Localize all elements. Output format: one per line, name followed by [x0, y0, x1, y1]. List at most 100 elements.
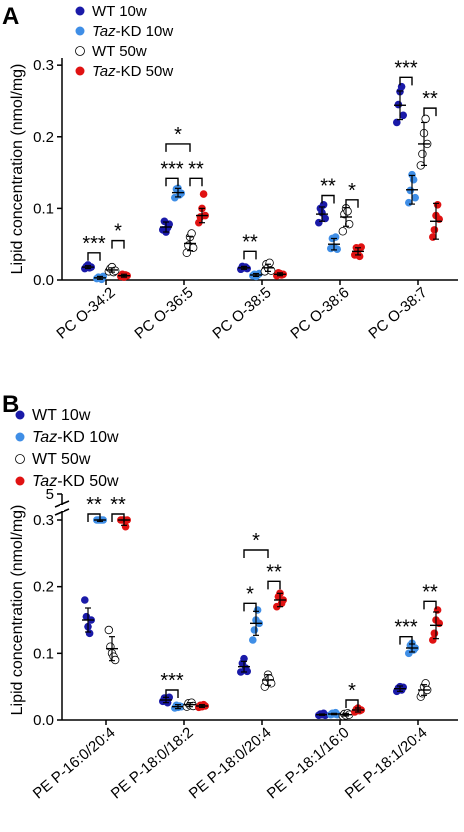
axis-break-mark	[54, 508, 70, 516]
legend-label: WT 10w	[92, 3, 147, 20]
data-point	[393, 118, 401, 127]
legend-label: Taz-KD 10w	[92, 23, 173, 40]
significance-bracket	[345, 199, 359, 208]
legend-label-main: WT 10w	[92, 3, 147, 20]
significance-label: *	[114, 221, 122, 243]
significance-bracket	[243, 250, 257, 260]
data-point	[199, 190, 208, 198]
data-point	[357, 243, 366, 251]
legend-label: WT 50w	[32, 451, 91, 468]
y-axis-label: Lipid concentration (nmol/mg)	[9, 64, 26, 275]
legend-label: Taz-KD 50w	[92, 63, 173, 80]
x-tick-label: PC O-38:6	[287, 284, 352, 343]
significance-bracket	[423, 600, 437, 610]
data-point	[165, 693, 173, 702]
significance-bracket	[189, 177, 203, 187]
data-point	[243, 667, 251, 676]
data-point	[397, 82, 406, 91]
data-point	[409, 175, 418, 184]
significance-label: **	[188, 158, 204, 180]
data-point	[421, 114, 430, 124]
data-point	[406, 186, 415, 195]
significance-label: **	[320, 175, 336, 197]
legend-marker	[15, 476, 25, 486]
legend-marker	[15, 432, 25, 442]
data-point	[240, 654, 248, 663]
significance-label: **	[86, 494, 102, 516]
significance-label: ***	[82, 233, 106, 255]
x-tick-label: PC O-34:2	[53, 284, 118, 343]
y-tick-label: 0.1	[33, 200, 54, 217]
data-point	[177, 189, 185, 198]
legend-label: WT 10w	[32, 407, 91, 424]
significance-bracket	[345, 699, 359, 708]
legend-label: Taz-KD 10w	[32, 429, 119, 446]
data-point	[355, 252, 364, 261]
significance-bracket	[165, 143, 191, 152]
significance-label: **	[242, 231, 258, 253]
legend-label-main: WT 10w	[32, 407, 91, 424]
legend-marker	[75, 6, 85, 16]
data-point	[333, 245, 342, 254]
significance-label: ***	[160, 158, 184, 180]
data-point	[110, 655, 120, 665]
x-tick-label: PE P-18:1/20:4	[342, 724, 431, 802]
data-point	[121, 522, 130, 531]
legend-label-italic: Taz	[92, 23, 116, 40]
significance-label: **	[422, 581, 438, 603]
data-point	[394, 100, 403, 109]
data-point	[321, 214, 330, 223]
legend-label-main: WT 50w	[92, 43, 147, 60]
significance-label: ***	[394, 617, 418, 639]
y-tick-label: 0.3	[33, 512, 54, 529]
significance-label: **	[422, 88, 438, 110]
significance-label: ***	[394, 57, 418, 79]
data-point	[433, 606, 442, 614]
data-point	[411, 193, 420, 202]
significance-label: *	[252, 530, 260, 552]
x-tick-label: PC O-36:5	[131, 284, 196, 343]
significance-bracket	[111, 239, 125, 249]
significance-bracket	[87, 513, 101, 522]
significance-bracket	[243, 549, 269, 558]
data-point	[85, 629, 94, 638]
significance-bracket	[399, 76, 413, 86]
data-point	[331, 233, 340, 241]
legend-marker	[15, 410, 25, 420]
data-point	[265, 258, 274, 268]
significance-bracket	[399, 635, 413, 645]
data-point	[418, 149, 427, 159]
significance-bracket	[243, 602, 257, 612]
data-point	[343, 207, 352, 216]
significance-bracket	[321, 194, 335, 204]
y-tick-label: 0.2	[33, 579, 54, 596]
significance-label: *	[174, 124, 182, 146]
data-point	[399, 111, 408, 120]
legend-marker	[15, 454, 25, 464]
significance-bracket	[267, 580, 281, 590]
legend-marker	[75, 46, 85, 56]
legend-marker	[75, 26, 85, 36]
significance-label: **	[266, 561, 282, 583]
significance-bracket	[111, 513, 125, 522]
legend-label: Taz-KD 50w	[32, 473, 119, 490]
y-axis-label: Lipid concentration (nmol/mg)	[9, 505, 26, 716]
legend-marker	[75, 66, 85, 76]
data-point	[338, 227, 347, 236]
axis-break-gap	[60, 505, 64, 511]
legend-label-main: -KD 50w	[57, 473, 119, 490]
significance-label: ***	[160, 670, 184, 692]
data-point	[187, 229, 196, 238]
legend-label: WT 50w	[92, 43, 147, 60]
significance-label: **	[110, 494, 126, 516]
y-tick-label-broken: 5	[46, 486, 54, 503]
significance-label: *	[348, 680, 356, 702]
significance-label: *	[246, 583, 254, 605]
legend-label-italic: Taz	[32, 473, 57, 490]
data-point	[249, 636, 257, 644]
data-point	[250, 626, 259, 634]
data-point	[253, 606, 262, 614]
